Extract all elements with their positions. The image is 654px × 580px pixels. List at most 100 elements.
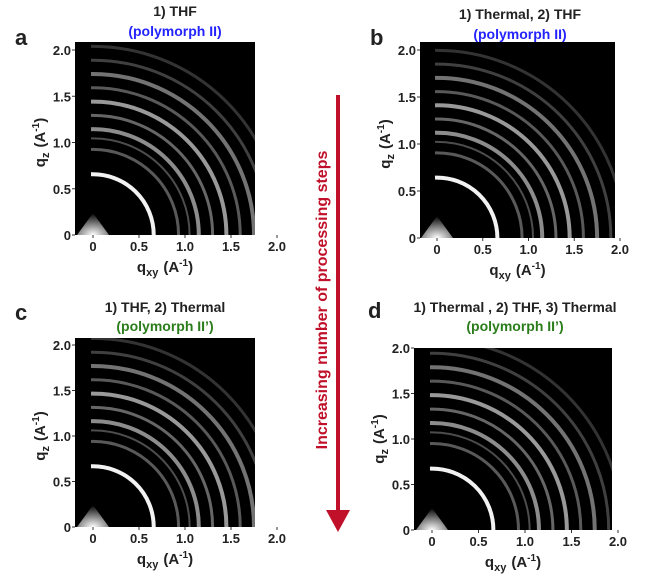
label-superscript: -1 bbox=[376, 124, 387, 133]
label-unit: (A bbox=[32, 132, 49, 148]
panel-letter: c bbox=[15, 300, 27, 325]
label-close: ) bbox=[32, 118, 49, 123]
x-tick-label: 1.5 bbox=[565, 242, 583, 257]
label-superscript: -1 bbox=[179, 550, 188, 561]
x-tick-label: 2.0 bbox=[268, 531, 286, 546]
label-symbol: q bbox=[32, 452, 49, 461]
diffraction-ring bbox=[429, 351, 611, 530]
y-tick-label: 1.5 bbox=[53, 384, 71, 399]
diffraction-ring bbox=[90, 338, 255, 434]
label-unit: (A bbox=[163, 551, 179, 568]
label-symbol: q bbox=[489, 262, 498, 279]
y-tick-label: 0.5 bbox=[53, 182, 71, 197]
label-close: ) bbox=[536, 554, 541, 571]
y-tick-label: 2.0 bbox=[53, 43, 71, 58]
panel: b 1) Thermal, 2) THF (polymorph II) 0 0.5 1.0… bbox=[370, 6, 629, 282]
x-tick-label: 0.5 bbox=[474, 242, 492, 257]
label-subscript: xy bbox=[146, 559, 159, 571]
diffraction-ring bbox=[434, 117, 558, 238]
y-tick-label: 0 bbox=[403, 523, 410, 538]
diffraction-ring bbox=[90, 419, 201, 527]
x-tick-label: 0 bbox=[433, 242, 440, 257]
label-subscript: xy bbox=[499, 270, 512, 282]
scattering-image bbox=[75, 42, 255, 235]
diffraction-ring bbox=[90, 44, 255, 142]
beam-spot bbox=[77, 213, 109, 235]
label-close: ) bbox=[188, 259, 193, 276]
diffraction-ring bbox=[90, 391, 229, 527]
label-superscript: -1 bbox=[370, 419, 381, 428]
scattering-image bbox=[420, 42, 615, 238]
label-subscript: z bbox=[40, 152, 52, 158]
panel-subtitle: (polymorph II) bbox=[473, 26, 566, 42]
y-axis-label: qz (A-1) bbox=[370, 414, 391, 463]
diffraction-ring bbox=[434, 62, 613, 238]
diffraction-ring bbox=[434, 175, 500, 238]
label-unit: (A bbox=[377, 133, 394, 149]
scattering-image bbox=[75, 338, 255, 527]
y-tick-label: 1.0 bbox=[392, 432, 410, 447]
beam-spot bbox=[77, 505, 109, 527]
label-superscript: -1 bbox=[527, 553, 536, 564]
x-tick-label: 0.5 bbox=[130, 531, 148, 546]
diffraction-ring bbox=[90, 127, 201, 235]
label-unit: (A bbox=[516, 262, 532, 279]
label-subscript: z bbox=[379, 449, 391, 455]
x-tick-label: 2.0 bbox=[609, 534, 627, 549]
panel: a 1) THF (polymorph II) 0 0.5 1.0 1.5 2.0 0 0.5 1.… bbox=[15, 3, 286, 279]
image-background bbox=[420, 42, 615, 238]
panel-title: 1) THF, 2) Thermal bbox=[105, 299, 226, 315]
diffraction-ring bbox=[429, 365, 597, 530]
label-close: ) bbox=[371, 414, 388, 419]
y-tick-label: 1.0 bbox=[53, 136, 71, 151]
x-axis-label: qxy (A-1) bbox=[485, 553, 541, 574]
label-symbol: q bbox=[32, 158, 49, 167]
y-tick-label: 1.5 bbox=[392, 387, 410, 402]
label-subscript: z bbox=[40, 446, 52, 452]
x-axis-label: qxy (A-1) bbox=[137, 550, 193, 571]
panel: d 1) Thermal , 2) THF, 3) Thermal (polymor… bbox=[368, 298, 627, 574]
x-tick-label: 1.0 bbox=[519, 242, 537, 257]
x-tick-label: 0.5 bbox=[469, 534, 487, 549]
x-axis-label: qxy (A-1) bbox=[489, 261, 545, 282]
x-tick-label: 0.5 bbox=[130, 239, 148, 254]
y-axis-label: qz (A-1) bbox=[31, 118, 52, 167]
diffraction-ring bbox=[90, 137, 191, 235]
diffraction-ring bbox=[429, 421, 541, 530]
scattering-image bbox=[414, 348, 612, 530]
diffraction-ring bbox=[434, 140, 535, 238]
y-tick-label: 0 bbox=[64, 228, 71, 243]
diffraction-ring bbox=[90, 363, 255, 527]
diffraction-ring bbox=[90, 464, 156, 527]
x-tick-label: 1.5 bbox=[222, 531, 240, 546]
label-close: ) bbox=[541, 262, 546, 279]
beam-spot bbox=[416, 508, 448, 530]
x-axis-label: qxy (A-1) bbox=[137, 258, 193, 279]
y-tick-label: 0.5 bbox=[398, 184, 416, 199]
diffraction-ring bbox=[434, 103, 572, 238]
label-superscript: -1 bbox=[31, 416, 42, 425]
diffraction-ring bbox=[429, 393, 569, 530]
diffraction-ring bbox=[434, 90, 585, 238]
diffraction-ring bbox=[90, 113, 215, 235]
image-background bbox=[75, 42, 255, 235]
diffraction-ring bbox=[429, 431, 531, 530]
diffraction-ring bbox=[90, 429, 191, 527]
diffraction-ring bbox=[90, 350, 255, 466]
label-symbol: q bbox=[485, 554, 494, 571]
x-tick-label: 1.0 bbox=[516, 534, 534, 549]
diffraction-ring bbox=[434, 75, 600, 238]
diffraction-ring bbox=[429, 379, 583, 530]
panel-letter: d bbox=[368, 298, 381, 323]
x-tick-label: 1.0 bbox=[176, 239, 194, 254]
label-close: ) bbox=[188, 551, 193, 568]
panel-letter: a bbox=[15, 25, 28, 50]
panel-title: 1) Thermal , 2) THF, 3) Thermal bbox=[413, 299, 616, 315]
label-unit: (A bbox=[163, 259, 179, 276]
panel-subtitle: (polymorph II’) bbox=[116, 318, 213, 334]
label-symbol: q bbox=[137, 259, 146, 276]
arrow-label: Increasing number of processing steps bbox=[314, 151, 331, 450]
y-tick-label: 1.5 bbox=[398, 90, 416, 105]
y-tick-label: 2.0 bbox=[53, 338, 71, 353]
